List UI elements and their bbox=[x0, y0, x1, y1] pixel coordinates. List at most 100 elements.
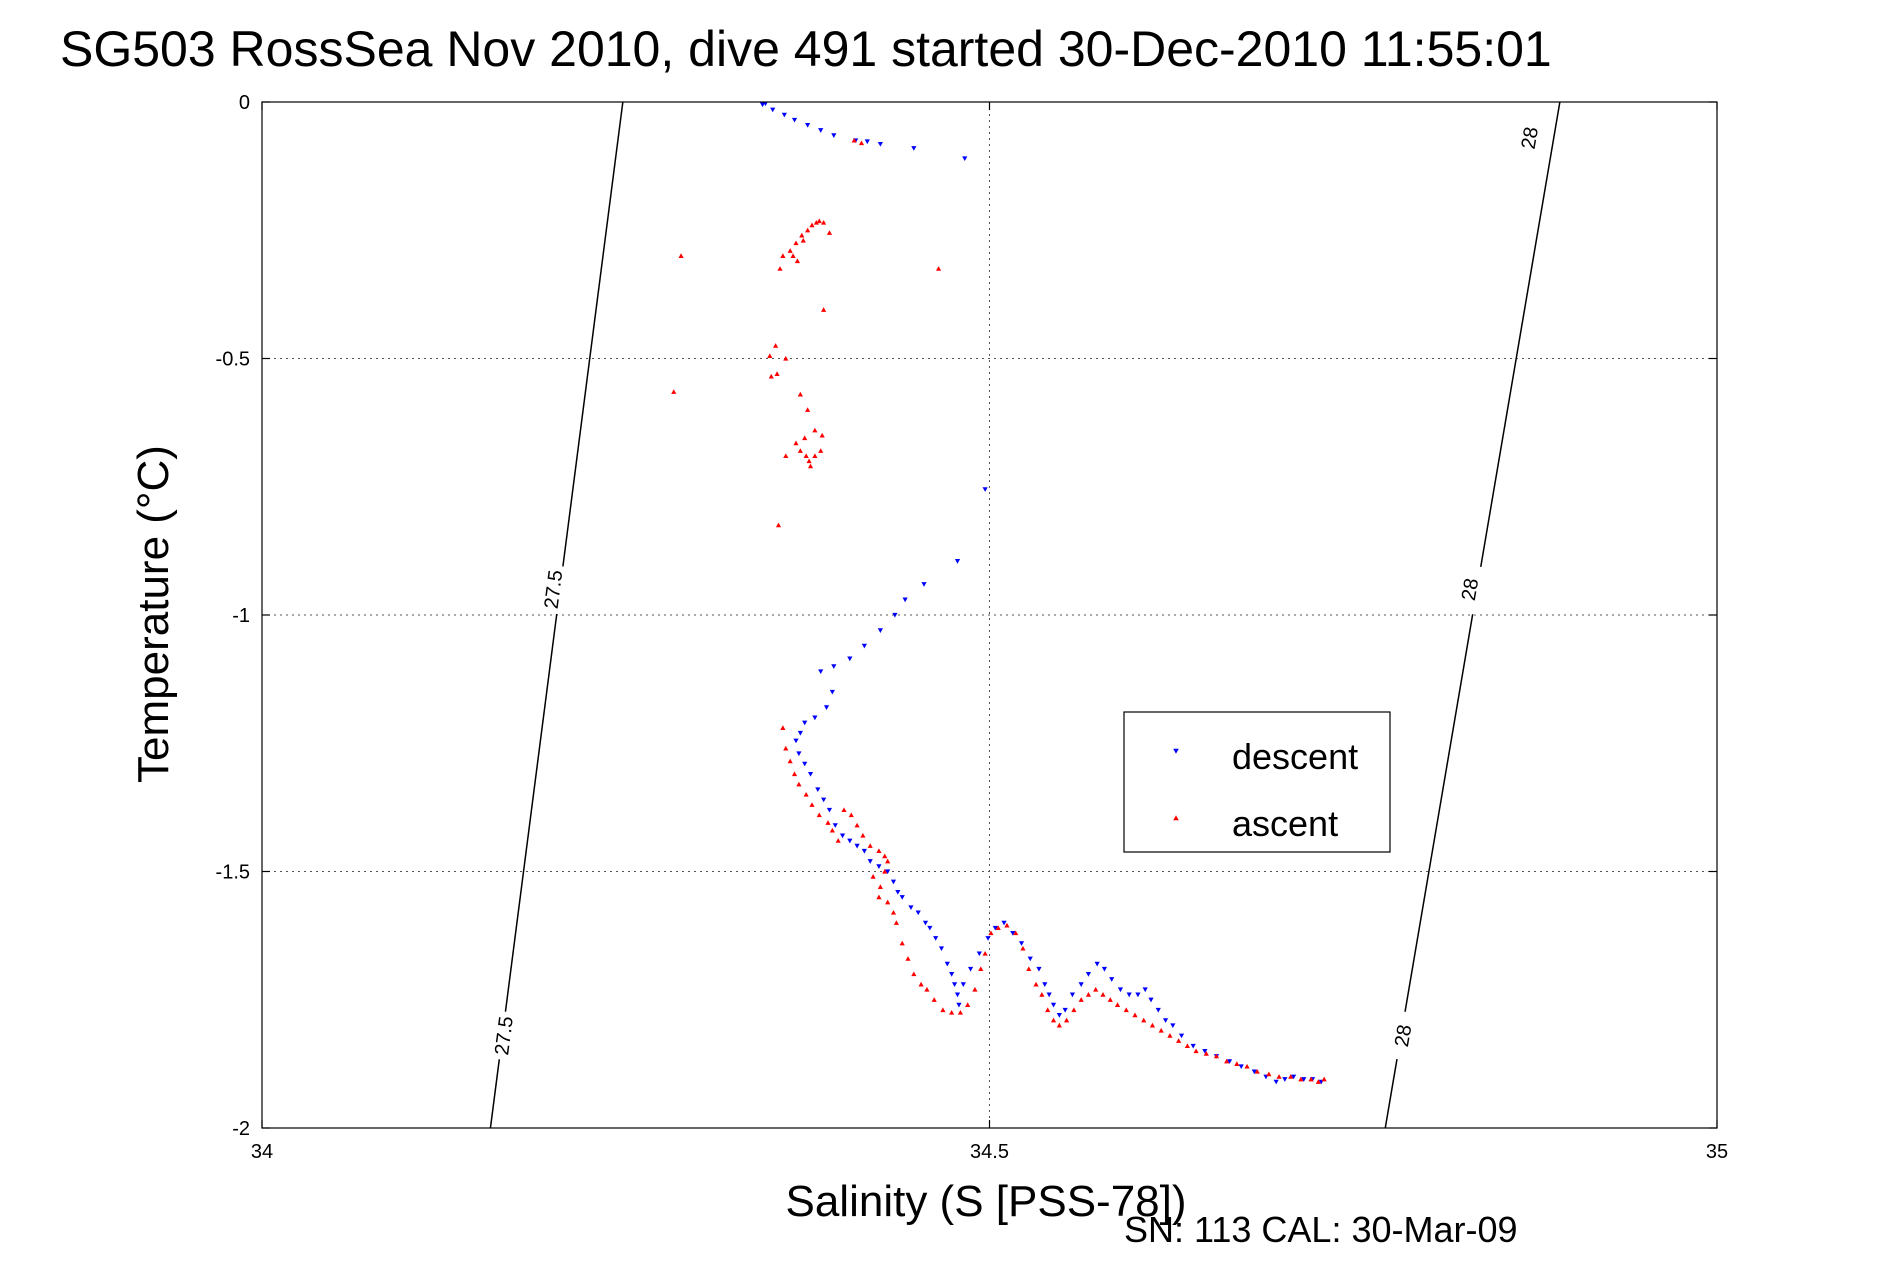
ascent-point bbox=[783, 355, 789, 361]
descent-point bbox=[922, 920, 929, 926]
descent-point bbox=[832, 823, 838, 828]
ascent-point bbox=[1039, 992, 1045, 997]
descent-point bbox=[847, 656, 853, 662]
ascent-point bbox=[877, 884, 883, 889]
contour-label-bg bbox=[1454, 563, 1485, 615]
ascent-point bbox=[797, 391, 803, 397]
ascent-point bbox=[807, 463, 814, 469]
descent-point bbox=[864, 139, 870, 145]
descent-point bbox=[876, 864, 882, 869]
descent-point bbox=[1042, 982, 1048, 987]
ascent-point bbox=[671, 389, 677, 394]
density-contour-line bbox=[489, 101, 624, 1129]
legend-label-ascent: ascent bbox=[1232, 803, 1338, 844]
legend: descent ascent bbox=[1123, 711, 1391, 853]
ascent-point bbox=[829, 827, 835, 833]
descent-point bbox=[861, 643, 867, 649]
ascent-point bbox=[1100, 992, 1106, 997]
descent-point bbox=[895, 889, 901, 895]
descent-point bbox=[812, 715, 818, 721]
ascent-point bbox=[957, 1009, 963, 1015]
descent-point bbox=[1078, 982, 1084, 987]
descent-point bbox=[1069, 992, 1076, 998]
descent-point bbox=[956, 1002, 962, 1008]
density-contour-line bbox=[1384, 101, 1561, 1129]
ascent-point bbox=[1167, 1033, 1173, 1038]
ascent-point bbox=[816, 812, 822, 818]
descent-point bbox=[967, 966, 974, 972]
ascent-point bbox=[876, 894, 882, 900]
ascent-point bbox=[988, 930, 994, 936]
legend-box bbox=[1123, 711, 1391, 853]
ascent-point bbox=[1288, 1074, 1294, 1079]
legend-label-descent: descent bbox=[1232, 736, 1358, 777]
ascent-point bbox=[1056, 1022, 1062, 1028]
y-tick-label: -1.5 bbox=[216, 862, 250, 884]
ascent-point bbox=[1193, 1048, 1199, 1054]
ascent-point bbox=[793, 240, 799, 246]
descent-point bbox=[823, 705, 830, 710]
ascent-point bbox=[805, 407, 811, 412]
descent-point bbox=[781, 112, 787, 118]
ascent-point bbox=[787, 758, 793, 764]
ascent-point bbox=[995, 925, 1001, 931]
descent-point bbox=[1094, 961, 1100, 967]
descent-point bbox=[921, 582, 927, 587]
ascent-point bbox=[982, 950, 988, 956]
ascent-point bbox=[965, 1002, 971, 1007]
descent-point bbox=[1056, 1013, 1062, 1018]
ascent-point bbox=[848, 812, 854, 818]
ascent-point bbox=[1158, 1027, 1164, 1033]
ascent-point bbox=[803, 791, 809, 797]
ascent-point bbox=[918, 981, 924, 987]
descent-point bbox=[927, 925, 933, 931]
ascent-point bbox=[768, 373, 774, 379]
ascent-point bbox=[1184, 1043, 1190, 1048]
ascent-point bbox=[935, 266, 942, 271]
ascent-point bbox=[972, 986, 978, 992]
descent-point bbox=[962, 156, 968, 162]
descent-point bbox=[1301, 1077, 1307, 1082]
descent-point bbox=[976, 951, 982, 957]
descent-point bbox=[877, 141, 883, 147]
descent-point bbox=[985, 936, 991, 941]
grid-lines bbox=[262, 101, 1718, 1128]
serial-cal-note: SN: 113 CAL: 30-Mar-09 bbox=[1124, 1209, 1518, 1250]
descent-point bbox=[951, 982, 958, 987]
contour-label: 27.5 bbox=[491, 1015, 518, 1056]
descent-point bbox=[908, 905, 914, 911]
ascent-point bbox=[899, 940, 905, 946]
descent-point bbox=[915, 910, 921, 916]
ascent-point bbox=[854, 822, 860, 828]
ascent-point bbox=[911, 971, 917, 977]
descent-point bbox=[892, 612, 898, 618]
descent-point bbox=[1062, 1007, 1068, 1013]
descent-point bbox=[902, 597, 908, 603]
ascent-point bbox=[791, 771, 798, 777]
legend-marker-descent bbox=[1173, 748, 1179, 754]
ascent-point bbox=[876, 848, 882, 854]
ascent-point bbox=[678, 253, 684, 258]
x-tick-label: 34 bbox=[251, 1141, 273, 1163]
ascent-point bbox=[882, 868, 888, 874]
descent-point bbox=[867, 859, 873, 864]
ascent-point bbox=[783, 453, 789, 459]
ascent-point bbox=[774, 371, 780, 376]
descent-point bbox=[1142, 987, 1148, 993]
descent-point bbox=[831, 133, 837, 138]
ascent-point bbox=[790, 253, 796, 258]
ascent-point bbox=[821, 307, 827, 312]
descent-point bbox=[944, 961, 950, 967]
descent-point bbox=[911, 146, 917, 151]
ascent-point bbox=[978, 966, 984, 972]
descent-point bbox=[821, 797, 827, 803]
descent-point bbox=[847, 838, 853, 844]
descent-point bbox=[1202, 1048, 1208, 1054]
ascent-point bbox=[890, 909, 897, 915]
ascent-point bbox=[940, 1007, 946, 1013]
ascent-point bbox=[1085, 992, 1092, 997]
descent-point bbox=[1155, 1007, 1161, 1013]
descent-point bbox=[1046, 992, 1052, 998]
descent-point bbox=[992, 925, 998, 931]
descent-point bbox=[1170, 1023, 1176, 1028]
